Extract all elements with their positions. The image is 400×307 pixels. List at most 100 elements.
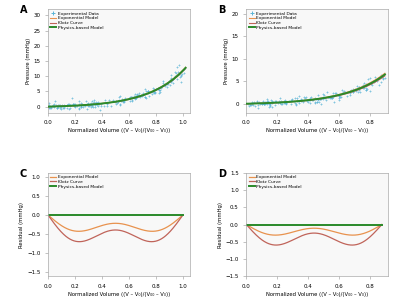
Point bbox=[157, 87, 164, 92]
Point bbox=[50, 103, 56, 108]
Point bbox=[128, 95, 135, 99]
Point bbox=[363, 87, 369, 92]
Point bbox=[282, 99, 288, 104]
Point bbox=[296, 94, 302, 99]
Point bbox=[59, 102, 65, 107]
Point bbox=[167, 77, 173, 82]
Point bbox=[315, 97, 322, 102]
Point bbox=[169, 78, 175, 83]
Point bbox=[264, 101, 270, 106]
Point bbox=[146, 93, 152, 98]
Point bbox=[289, 97, 295, 102]
Point bbox=[303, 95, 309, 99]
Point bbox=[356, 85, 362, 90]
Point bbox=[61, 105, 68, 110]
Point bbox=[339, 87, 345, 92]
Point bbox=[276, 96, 283, 101]
Point bbox=[46, 103, 52, 107]
Point bbox=[174, 77, 180, 82]
Point bbox=[352, 87, 358, 91]
Point bbox=[52, 99, 58, 104]
Point bbox=[155, 85, 162, 90]
Point bbox=[251, 99, 257, 104]
Point bbox=[115, 99, 121, 104]
Point bbox=[115, 99, 122, 103]
Point bbox=[280, 101, 287, 106]
Point bbox=[105, 97, 112, 102]
Point bbox=[350, 90, 356, 95]
Point bbox=[307, 101, 314, 106]
Point bbox=[88, 100, 94, 105]
Point bbox=[318, 96, 324, 101]
Point bbox=[150, 86, 156, 91]
Point bbox=[372, 78, 378, 83]
Point bbox=[293, 103, 299, 107]
Point bbox=[272, 98, 279, 103]
Point bbox=[88, 104, 94, 109]
Point bbox=[62, 103, 68, 108]
Point bbox=[260, 99, 266, 103]
Point bbox=[78, 103, 84, 108]
Point bbox=[48, 104, 55, 109]
Point bbox=[78, 105, 84, 110]
Point bbox=[156, 88, 162, 93]
Point bbox=[90, 100, 96, 105]
Point bbox=[93, 99, 99, 104]
Point bbox=[168, 77, 175, 82]
Point bbox=[268, 97, 274, 102]
Point bbox=[372, 78, 379, 83]
Point bbox=[329, 95, 336, 99]
Point bbox=[76, 99, 82, 103]
Point bbox=[378, 72, 384, 77]
Point bbox=[300, 100, 306, 105]
Point bbox=[165, 82, 171, 87]
Point bbox=[61, 103, 68, 108]
Point bbox=[132, 92, 138, 97]
Point bbox=[128, 94, 134, 99]
Point bbox=[82, 104, 88, 109]
Point bbox=[178, 74, 184, 79]
Point bbox=[266, 104, 272, 109]
Point bbox=[80, 102, 87, 107]
Point bbox=[68, 103, 75, 107]
Point bbox=[325, 95, 331, 100]
Point bbox=[356, 85, 362, 90]
Point bbox=[57, 104, 63, 109]
Point bbox=[113, 98, 119, 103]
Point bbox=[67, 105, 73, 110]
Point bbox=[356, 87, 362, 92]
Point bbox=[50, 103, 56, 107]
Point bbox=[309, 98, 315, 103]
Point bbox=[307, 97, 313, 102]
Point bbox=[363, 88, 370, 93]
Point bbox=[114, 100, 120, 105]
Point bbox=[80, 104, 86, 109]
Point bbox=[178, 72, 185, 77]
Point bbox=[134, 92, 141, 97]
Y-axis label: Pressure (mmHg): Pressure (mmHg) bbox=[224, 38, 229, 84]
Point bbox=[168, 77, 174, 82]
Point bbox=[264, 99, 270, 104]
Point bbox=[49, 103, 56, 108]
Point bbox=[55, 103, 62, 107]
Point bbox=[156, 85, 162, 90]
Point bbox=[382, 76, 388, 81]
Point bbox=[170, 77, 176, 82]
Point bbox=[104, 103, 110, 108]
Point bbox=[336, 96, 343, 101]
Point bbox=[288, 98, 295, 103]
Point bbox=[84, 101, 90, 106]
Point bbox=[143, 95, 149, 100]
Point bbox=[375, 83, 382, 87]
Point bbox=[98, 102, 105, 107]
Point bbox=[70, 101, 77, 106]
Point bbox=[152, 90, 158, 95]
Point bbox=[157, 90, 164, 95]
Point bbox=[292, 101, 299, 106]
Point bbox=[46, 105, 52, 110]
Point bbox=[261, 102, 268, 107]
Point bbox=[291, 98, 298, 103]
Text: B: B bbox=[218, 5, 225, 15]
Point bbox=[78, 104, 84, 109]
Point bbox=[145, 89, 152, 94]
